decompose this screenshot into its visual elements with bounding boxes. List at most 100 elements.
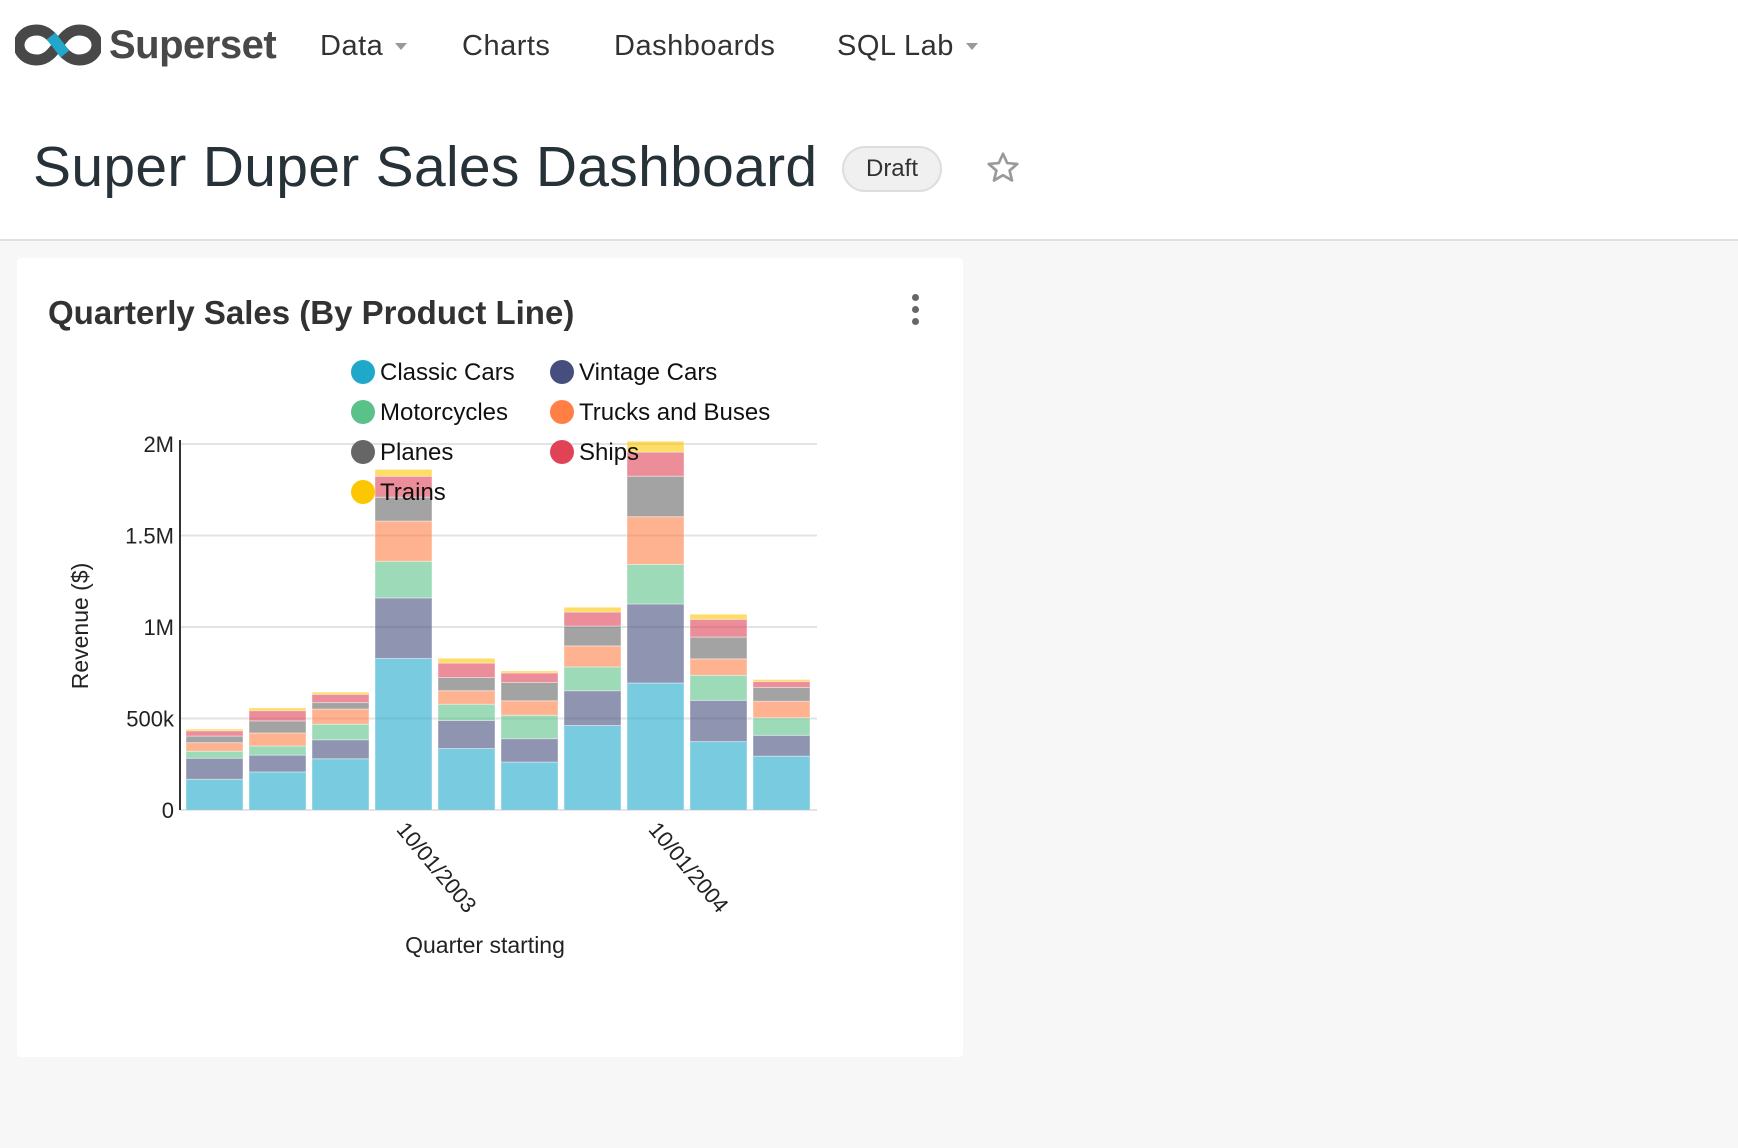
status-badge[interactable]: Draft [842,146,942,192]
bar-segment-trains [248,707,307,712]
bar-segment-vintage-cars [752,734,811,757]
bar-segment-vintage-cars [248,754,307,773]
bar-segment-trucks-and-buses [437,690,496,705]
bar-segment-trains [689,613,748,620]
bar-segment-classic-cars [752,755,811,811]
legend-item-ships[interactable]: Ships [579,439,639,466]
caret-down-icon [395,43,408,50]
bar-segment-motorcycles [248,745,307,756]
bar-segment-trucks-and-buses [500,700,559,716]
vertical-ellipsis-icon[interactable] [907,294,923,334]
bar-segment-ships [626,451,685,477]
nav-dashboards[interactable]: Dashboards [614,30,775,63]
legend-swatch[interactable] [550,400,574,424]
bar-segment-planes [689,636,748,660]
legend-item-trucks-and-buses[interactable]: Trucks and Buses [579,399,770,426]
y-tick-label: 1M [143,615,174,640]
bar-segment-classic-cars [185,778,244,811]
bar-segment-trains [374,468,433,477]
superset-logo[interactable]: Superset [15,22,277,68]
bar-segment-classic-cars [500,761,559,811]
star-outline-icon[interactable] [985,150,1021,186]
bar-segment-trucks-and-buses [185,742,244,752]
bar-segment-planes [500,681,559,702]
bar-segment-motorcycles [689,674,748,701]
bar-segment-ships [563,611,622,627]
nav-data[interactable]: Data [320,30,408,63]
bar-segment-trains [626,440,685,453]
bar-segment-motorcycles [500,714,559,740]
bar-segment-vintage-cars [185,757,244,780]
bar-segment-classic-cars [689,741,748,811]
nav-dashboards-label: Dashboards [614,30,776,62]
bar-segment-vintage-cars [626,603,685,684]
bar-segment-trucks-and-buses [311,708,370,725]
chart-card: Quarterly Sales (By Product Line) 0 500k 1… [17,258,963,1057]
bar-segment-trains [500,670,559,674]
bar-segment-vintage-cars [374,597,433,659]
nav-sql-lab[interactable]: SQL Lab [837,30,978,63]
bar-segment-classic-cars [563,724,622,811]
bar-segment-motorcycles [374,560,433,599]
nav-sql-lab-label: SQL Lab [837,30,954,62]
legend-swatch[interactable] [351,440,375,464]
bar-segment-ships [752,681,811,688]
y-tick-label: 0 [162,798,174,823]
legend-swatch[interactable] [351,480,375,504]
legend-swatch[interactable] [550,440,574,464]
bar-segment-vintage-cars [437,720,496,750]
infinity-logo-icon [15,24,101,66]
legend-swatch[interactable] [351,400,375,424]
legend-item-classic-cars[interactable]: Classic Cars [380,359,515,386]
bar-segment-ships [185,730,244,737]
bar-segment-ships [248,710,307,722]
bar-segment-trucks-and-buses [626,516,685,565]
nav-charts-label: Charts [462,30,551,62]
bar-segment-motorcycles [626,563,685,605]
bar-segment-motorcycles [752,717,811,736]
bar-segment-motorcycles [563,666,622,692]
legend-item-vintage-cars[interactable]: Vintage Cars [579,359,717,386]
bar-segment-planes [185,735,244,744]
bar-segment-trucks-and-buses [752,700,811,719]
header: Superset Data Charts Dashboards SQL Lab … [0,0,1738,241]
legend-item-planes[interactable]: Planes [380,439,453,466]
bar-segment-motorcycles [311,723,370,741]
legend-item-trains[interactable]: Trains [380,479,446,506]
bar-segment-ships [500,672,559,683]
bar-segment-classic-cars [248,771,307,811]
bar-segment-classic-cars [626,682,685,811]
legend-item-motorcycles[interactable]: Motorcycles [380,399,508,426]
caret-down-icon [965,43,978,50]
y-axis-label: Revenue ($) [67,563,93,690]
legend-swatch[interactable] [351,360,375,384]
x-tick-label: 10/01/2003 [392,817,482,917]
legend-swatch[interactable] [550,360,574,384]
x-tick-label: 10/01/2004 [644,817,734,917]
stacked-bar-chart: 0 500k 1M 1.5M 2M 10/01/2003 10/01/2004 Quarter… [67,359,817,958]
chart-title: Quarterly Sales (By Product Line) [48,294,575,331]
bar-segment-vintage-cars [311,739,370,760]
bar-segment-classic-cars [374,657,433,811]
y-tick-label: 500k [126,707,175,732]
bar-segment-ships [689,618,748,638]
bar-segment-trucks-and-buses [374,520,433,562]
bar-segment-trucks-and-buses [689,658,748,676]
bar-segment-trains [437,657,496,664]
bar-segment-classic-cars [311,758,370,811]
bar-segment-planes [437,677,496,692]
bar-segment-planes [374,496,433,522]
y-tick-label: 1.5M [125,524,174,549]
bar-segment-planes [752,686,811,702]
bar-segment-motorcycles [185,750,244,759]
bar-segment-planes [311,702,370,710]
nav-charts[interactable]: Charts [462,30,550,63]
bar-segment-trains [752,679,811,683]
x-axis-label: Quarter starting [405,932,565,958]
brand-name: Superset [109,22,277,67]
bar-segment-motorcycles [437,703,496,722]
bar-segment-classic-cars [437,748,496,811]
bar-segment-planes [563,625,622,647]
dashboard-title[interactable]: Super Duper Sales Dashboard [33,135,818,199]
bar-segment-trains [185,728,244,732]
